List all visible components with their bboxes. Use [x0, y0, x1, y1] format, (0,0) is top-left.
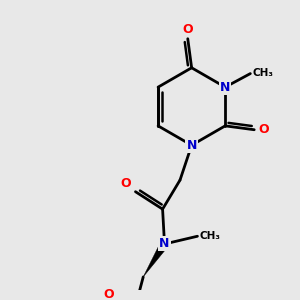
Text: CH₃: CH₃: [252, 68, 273, 78]
Text: N: N: [220, 81, 230, 94]
Text: O: O: [182, 22, 193, 35]
Text: O: O: [103, 288, 114, 300]
Text: O: O: [121, 178, 131, 190]
Polygon shape: [143, 242, 168, 277]
Text: O: O: [259, 123, 269, 136]
Text: N: N: [186, 139, 197, 152]
Text: CH₃: CH₃: [200, 231, 220, 241]
Text: N: N: [159, 238, 170, 250]
